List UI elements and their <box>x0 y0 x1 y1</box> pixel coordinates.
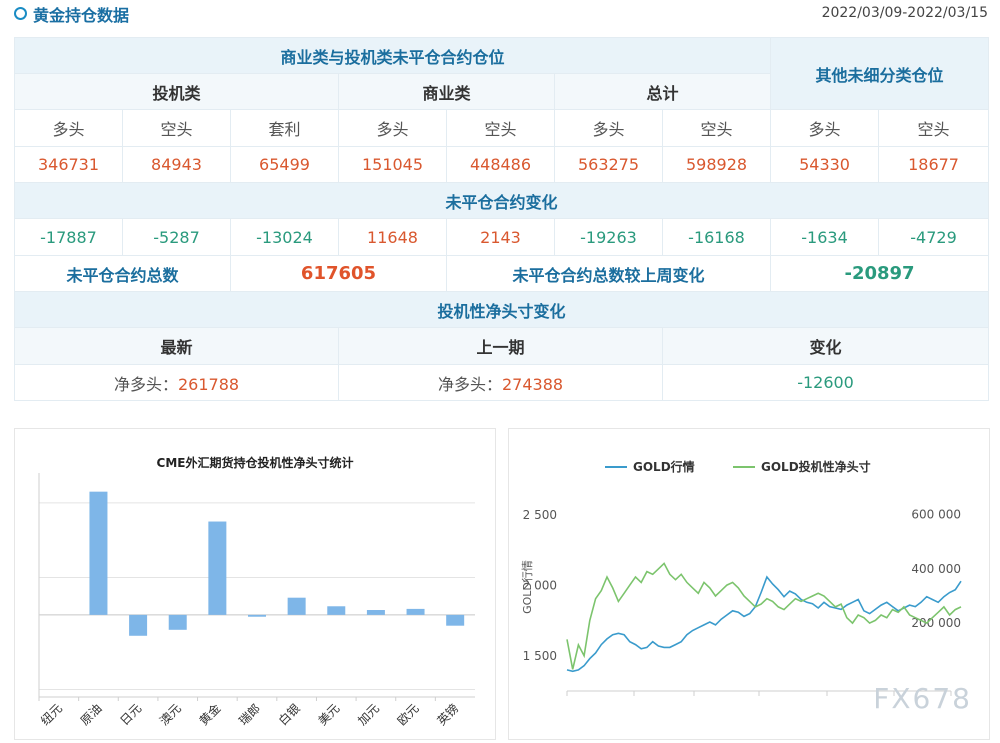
total-open-interest-label: 未平仓合约总数 <box>14 255 231 292</box>
position-value: 54330 <box>770 146 880 183</box>
net-col-change: 变化 <box>661 327 990 365</box>
y-left-tick-label: 2 000 <box>523 578 557 592</box>
group-speculative: 投机类 <box>14 73 339 110</box>
x-tick-label: 加元 <box>355 701 382 728</box>
change-value: -5287 <box>122 218 231 256</box>
bar-chart-title: CME外汇期货持仓投机性净头寸统计 <box>157 455 354 470</box>
position-value: 598928 <box>661 146 772 183</box>
col-header: 空头 <box>122 109 231 147</box>
change-value: -1634 <box>770 218 880 256</box>
position-value: 18677 <box>878 146 990 183</box>
bar <box>129 614 148 636</box>
bar <box>446 614 465 626</box>
section-title-changes: 未平仓合约变化 <box>13 182 990 219</box>
section-title-net: 投机性净头寸变化 <box>13 291 990 328</box>
net-latest-label: 净多头： <box>113 374 178 394</box>
positions-table: 商业类与投机类未平仓合约仓位 其他未细分类仓位 投机类 商业类 总计 多头 空头… <box>13 37 990 401</box>
net-latest-value: 261788 <box>177 374 240 394</box>
position-value: 563275 <box>554 146 663 183</box>
line-chart: GOLD行情 GOLD投机性净头寸 1 500 2 000 2 500 200 000 40… <box>521 459 962 696</box>
legend-label: GOLD行情 <box>633 459 695 474</box>
x-tick-label: 美元 <box>316 701 343 728</box>
line-chart-panel: GOLD行情 GOLD投机性净头寸 1 500 2 000 2 500 200 000 40… <box>508 428 990 740</box>
change-value: -17887 <box>14 218 123 256</box>
weekly-change-label: 未平仓合约总数较上周变化 <box>445 255 772 292</box>
y-left-axis-label: GOLD行情 <box>521 560 534 614</box>
section-title-positions: 商业类与投机类未平仓合约仓位 <box>13 37 772 74</box>
weekly-change-value: -20897 <box>770 255 990 292</box>
y-left-tick-label: 1 500 <box>523 649 557 663</box>
change-value: 2143 <box>446 218 555 256</box>
bar-chart-panel: CME外汇期货持仓投机性净头寸统计 纽元 原油 日元 澳元 黄金 瑞郎 白银 美元 加元 欧元 英镑 <box>14 428 496 740</box>
x-tick-label: 白银 <box>275 701 303 729</box>
change-value: -16168 <box>661 218 772 256</box>
change-value: -19263 <box>554 218 663 256</box>
net-previous: 净多头：274388 <box>338 364 663 401</box>
series-line <box>566 562 962 670</box>
y-right-tick-label: 200 000 <box>911 616 961 630</box>
position-value: 448486 <box>446 146 555 183</box>
position-value: 346731 <box>14 146 123 183</box>
x-tick-label: 英镑 <box>434 701 462 729</box>
change-value: 11648 <box>338 218 447 256</box>
position-value: 84943 <box>122 146 231 183</box>
bar <box>327 606 346 615</box>
col-header: 套利 <box>230 109 339 147</box>
other-header: 其他未细分类仓位 <box>770 37 990 110</box>
x-tick-label: 纽元 <box>38 701 65 728</box>
net-previous-value: 274388 <box>501 374 564 394</box>
col-header: 多头 <box>14 109 123 147</box>
net-change-value: -12600 <box>661 364 990 401</box>
legend-label: GOLD投机性净头寸 <box>761 459 871 474</box>
bar <box>406 608 425 615</box>
y-left-tick-label: 2 500 <box>523 508 557 522</box>
change-value: -13024 <box>230 218 339 256</box>
bar <box>287 597 306 615</box>
position-value: 151045 <box>338 146 447 183</box>
x-tick-label: 日元 <box>117 701 144 728</box>
net-col-latest: 最新 <box>14 327 339 365</box>
change-value: -4729 <box>878 218 990 256</box>
date-range: 2022/03/09-2022/03/15 <box>821 5 988 21</box>
col-header: 空头 <box>446 109 555 147</box>
group-total: 总计 <box>553 73 772 110</box>
col-header: 多头 <box>770 109 880 147</box>
circle-icon <box>14 7 27 20</box>
col-header: 空头 <box>661 109 772 147</box>
col-header: 多头 <box>338 109 447 147</box>
page-title: 黄金持仓数据 <box>33 6 130 25</box>
series-line <box>566 575 962 673</box>
x-tick-label: 原油 <box>78 701 105 728</box>
net-col-previous: 上一期 <box>338 327 663 365</box>
bar <box>208 521 227 615</box>
bar <box>366 610 385 615</box>
bar <box>89 491 108 615</box>
bar-chart: CME外汇期货持仓投机性净头寸统计 纽元 原油 日元 澳元 黄金 瑞郎 白银 美元 加元 欧元 英镑 <box>38 455 475 729</box>
x-tick-label: 澳元 <box>157 701 184 728</box>
bar <box>248 614 266 617</box>
net-previous-label: 净多头： <box>437 374 502 394</box>
net-latest: 净多头：261788 <box>14 364 339 401</box>
y-right-tick-label: 600 000 <box>911 508 961 522</box>
col-header: 多头 <box>554 109 663 147</box>
col-header: 空头 <box>878 109 990 147</box>
group-commercial: 商业类 <box>338 73 555 110</box>
bar <box>168 614 187 630</box>
watermark: FX678 <box>873 682 972 715</box>
x-tick-label: 欧元 <box>395 701 422 728</box>
page-header: 黄金持仓数据 2022/03/09-2022/03/15 <box>0 0 1000 28</box>
total-open-interest-value: 617605 <box>230 255 447 292</box>
x-tick-label: 瑞郎 <box>236 701 263 728</box>
position-value: 65499 <box>230 146 339 183</box>
x-tick-label: 黄金 <box>196 701 224 729</box>
y-right-tick-label: 400 000 <box>911 562 961 576</box>
